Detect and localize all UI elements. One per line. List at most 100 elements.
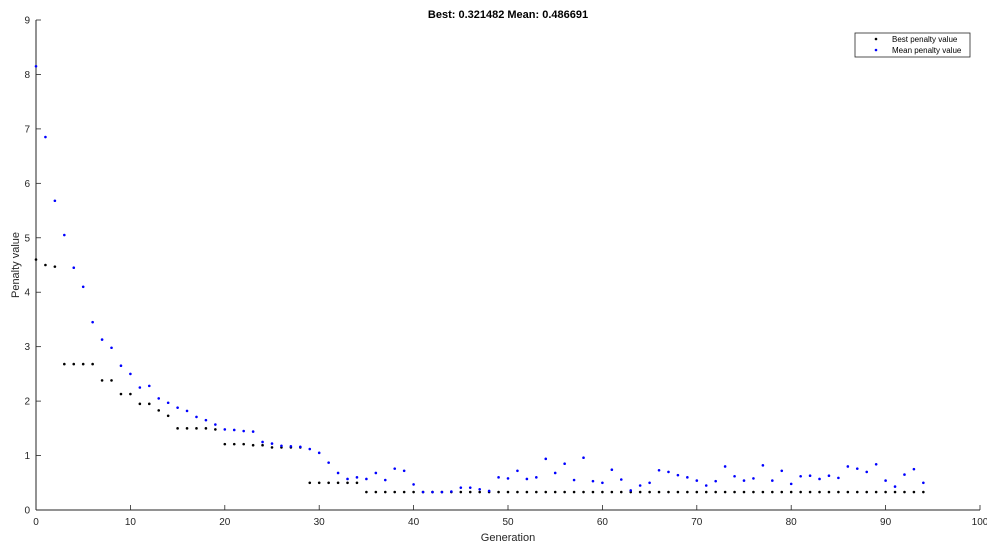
data-point [214,423,217,426]
data-point [780,490,784,494]
data-point [166,401,170,405]
data-point [761,464,765,467]
data-point [497,490,500,494]
data-point [421,490,425,494]
data-point [874,490,878,494]
data-point [336,471,340,475]
data-point [299,445,302,449]
data-point [81,285,85,289]
data-point [799,490,802,494]
data-point [723,490,727,494]
data-point [355,481,359,485]
data-point [91,320,94,324]
x-tick-label: 20 [219,517,231,528]
data-point [336,481,340,485]
data-point [648,490,651,494]
data-point [553,490,557,494]
data-point [657,490,661,494]
data-point [912,490,916,494]
data-point [478,490,481,494]
data-point [110,379,113,382]
series-layer [34,64,925,494]
data-point [619,490,623,494]
data-point [355,476,359,479]
data-point [412,483,415,486]
data-point [44,263,47,267]
data-point [242,442,245,446]
data-point [232,428,236,432]
data-point [865,490,869,494]
data-point [752,477,755,480]
data-point [72,362,76,366]
data-point [874,462,878,466]
x-tick-label: 90 [880,517,892,528]
data-point [582,456,585,460]
data-point [497,476,500,479]
data-point [365,477,368,481]
data-point [846,465,850,468]
data-point [317,451,321,455]
data-point [459,490,463,494]
data-point [431,490,434,494]
data-point [903,490,906,494]
data-point [657,468,661,472]
data-point [232,442,236,446]
data-point [610,490,614,494]
data-point [440,490,444,494]
data-point [487,489,491,493]
data-point [818,490,821,494]
data-point [855,467,859,470]
data-point [912,467,916,471]
data-point [81,362,85,366]
data-point [100,379,104,382]
data-point [676,490,680,494]
data-point [837,490,840,494]
data-point [667,470,670,474]
data-point [270,442,274,445]
data-point [695,490,699,494]
data-point [289,445,293,448]
data-point [308,481,312,485]
data-point [780,469,784,473]
y-tick-label: 7 [24,124,30,135]
data-point [138,402,142,406]
legend-label-best: Best penalty value [892,35,958,44]
data-point [129,372,132,376]
data-point [34,258,38,261]
data-point [638,490,642,494]
data-point [827,474,831,478]
data-point [280,444,283,448]
data-point [789,482,793,486]
data-point [450,490,453,493]
data-point [865,470,869,474]
data-point [383,490,387,494]
data-point [506,477,510,480]
data-point [922,481,925,485]
data-point [893,485,897,488]
x-tick-label: 70 [691,517,703,528]
data-point [591,479,595,483]
data-point [591,490,595,494]
data-point [204,418,208,422]
data-point [610,468,614,472]
data-point [742,479,746,482]
x-tick-label: 100 [972,517,987,528]
data-point [412,490,415,494]
data-point [72,266,76,270]
data-point [837,476,840,480]
data-point [686,476,689,479]
data-point [91,362,94,366]
data-point [506,490,510,494]
data-point [346,481,349,485]
data-point [53,265,57,268]
y-tick-label: 5 [24,233,30,244]
data-point [723,465,727,468]
data-point [147,402,151,406]
legend-marker-best [874,37,878,41]
data-point [147,384,151,388]
data-point [525,477,529,481]
data-point [544,490,548,494]
data-point [516,469,519,473]
y-axis-label: Penalty value [10,232,22,298]
